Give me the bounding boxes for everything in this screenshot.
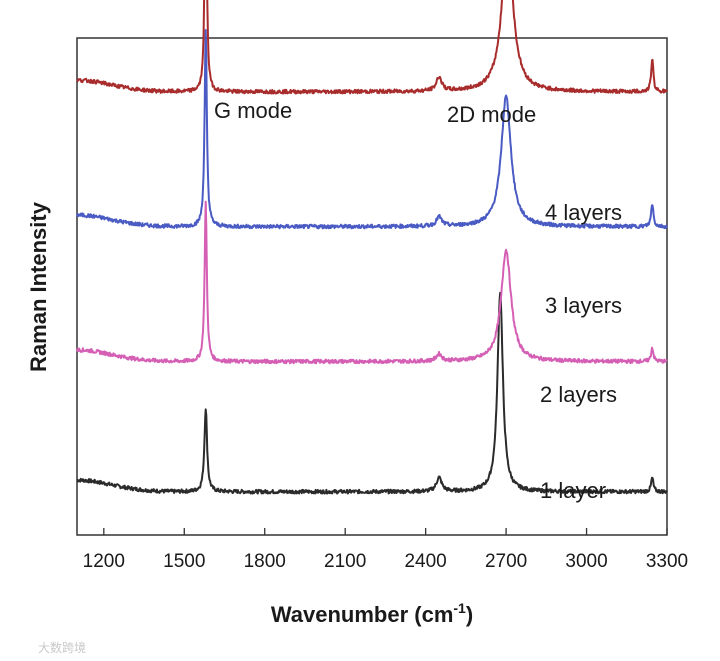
x-axis-title-close: ) (466, 602, 473, 627)
x-tick-label-2100: 2100 (324, 551, 366, 572)
series-line-2-layers (76, 200, 668, 365)
series-group (76, 0, 668, 495)
series-label-1-layer: 1 layer (540, 478, 606, 503)
x-tick-label-3300: 3300 (646, 551, 688, 572)
series-line-4-layers (76, 0, 668, 95)
series-label-4-layers: 4 layers (545, 200, 622, 225)
2d-mode-annotation: 2D mode (447, 102, 536, 127)
plot-frame (76, 37, 668, 536)
x-tick-label-1800: 1800 (244, 551, 286, 572)
y-axis-title: Raman Intensity (26, 201, 51, 372)
watermark-text: 大数跨境 (38, 640, 86, 655)
x-axis-title: Wavenumber (cm-1) (271, 600, 473, 627)
x-axis-title-main: Wavenumber (cm (271, 602, 454, 627)
series-label-3-layers: 3 layers (545, 293, 622, 318)
series-label-2-layers: 2 layers (540, 382, 617, 407)
x-tick-label-3000: 3000 (565, 551, 607, 572)
g-mode-annotation: G mode (214, 98, 292, 123)
series-line-3-layers (76, 29, 668, 230)
x-tick-label-1200: 1200 (83, 551, 125, 572)
x-tick-label-2400: 2400 (404, 551, 446, 572)
series-line-1-layer (76, 291, 668, 495)
x-axis-title-sup: -1 (453, 600, 466, 616)
x-tick-label-1500: 1500 (163, 551, 205, 572)
x-tick-label-2700: 2700 (485, 551, 527, 572)
x-ticks: 1200 1500 1800 2100 2400 2700 3000 3300 (83, 528, 688, 572)
